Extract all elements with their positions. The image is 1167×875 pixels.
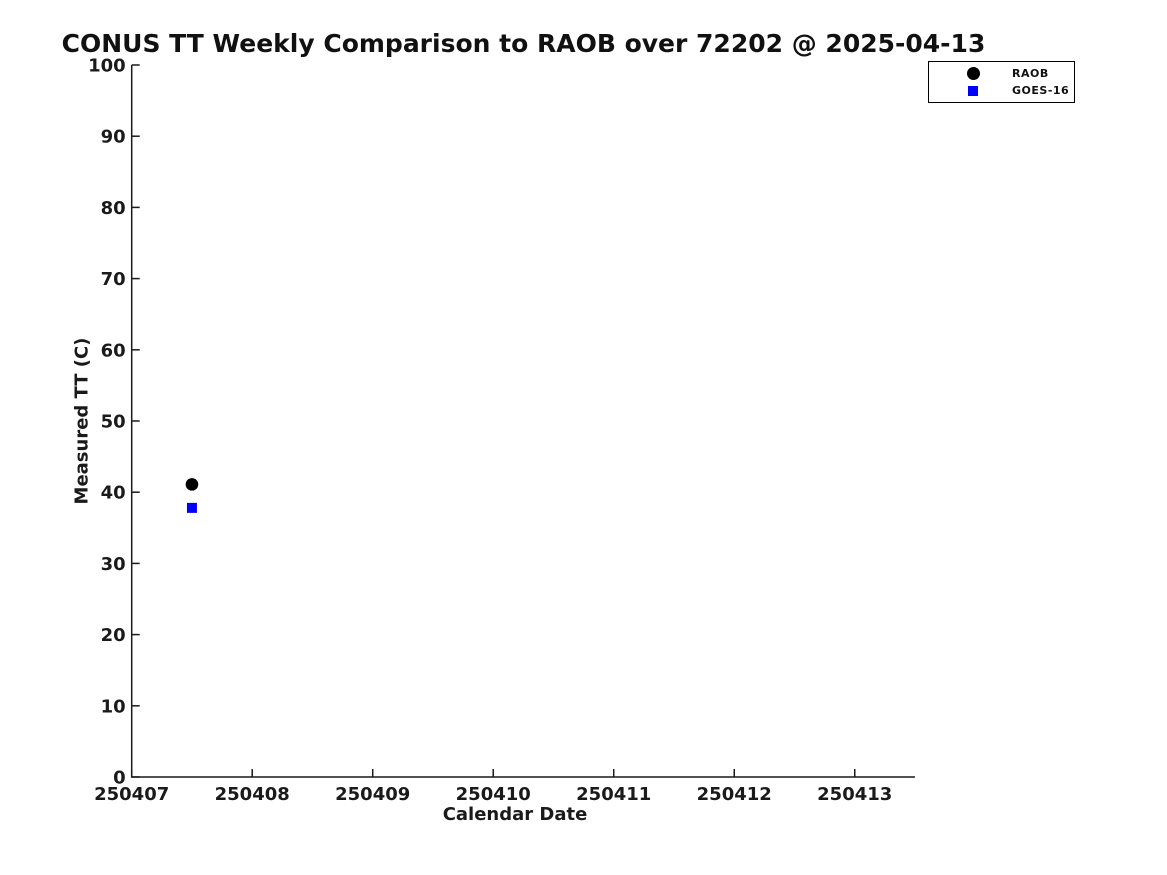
y-tick-label: 60 <box>101 340 126 361</box>
legend-label-raob: RAOB <box>1012 67 1049 80</box>
x-tick-label: 250411 <box>576 784 651 805</box>
x-tick-label: 250412 <box>697 784 772 805</box>
goes16-marker-icon <box>966 85 980 96</box>
y-tick-label: 0 <box>113 768 126 789</box>
data-point-raob <box>185 478 199 491</box>
y-tick-label: 10 <box>101 696 126 717</box>
x-tick-label: 250410 <box>456 784 531 805</box>
y-tick-label: 40 <box>101 483 126 504</box>
legend-label-goes16: GOES-16 <box>1012 84 1070 97</box>
y-tick-label: 30 <box>101 554 126 575</box>
legend-item-raob: RAOB <box>929 66 1074 82</box>
legend: RAOB GOES-16 <box>928 61 1075 103</box>
data-point-goes-16 <box>186 502 197 513</box>
chart-title: CONUS TT Weekly Comparison to RAOB over … <box>61 29 986 58</box>
y-tick-label: 90 <box>101 127 126 148</box>
x-tick-label: 250408 <box>215 784 290 805</box>
legend-item-goes16: GOES-16 <box>929 83 1074 99</box>
raob-marker-icon <box>966 67 980 80</box>
y-tick-label: 80 <box>101 198 126 219</box>
y-tick-label: 50 <box>101 412 126 433</box>
y-tick-label: 70 <box>101 269 126 290</box>
y-tick-label: 20 <box>101 625 126 646</box>
x-axis-label: Calendar Date <box>442 804 588 825</box>
x-tick-label: 250413 <box>817 784 892 805</box>
x-tick-label: 250409 <box>335 784 410 805</box>
y-tick-label: 100 <box>88 56 126 77</box>
x-tick-label: 250407 <box>94 784 169 805</box>
